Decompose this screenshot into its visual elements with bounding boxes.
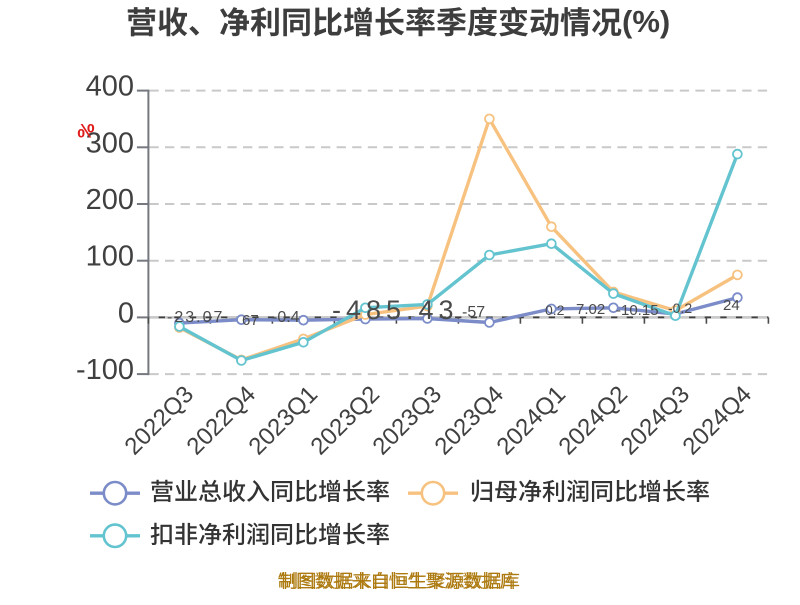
svg-text:300: 300: [86, 127, 134, 159]
svg-text:200: 200: [86, 184, 134, 216]
svg-text:(%): (%): [622, 4, 670, 39]
svg-text:100: 100: [86, 241, 134, 273]
svg-text:-0.2: -0.2: [668, 300, 692, 316]
svg-text:-10.15: -10.15: [616, 302, 659, 319]
svg-text:-100: -100: [76, 354, 134, 386]
svg-text:0.2: 0.2: [545, 302, 565, 318]
svg-text:7.02: 7.02: [576, 301, 605, 318]
svg-text:%: %: [77, 120, 94, 142]
svg-text:-485.43: -485.43: [332, 295, 459, 325]
svg-text:24: 24: [723, 297, 740, 314]
svg-text:0: 0: [118, 297, 134, 329]
svg-text:-23.07: -23.07: [167, 309, 224, 326]
svg-text:-57: -57: [462, 304, 485, 321]
svg-text:-0.4: -0.4: [272, 309, 300, 326]
svg-text:67: 67: [242, 312, 259, 329]
svg-text:400: 400: [86, 71, 134, 103]
